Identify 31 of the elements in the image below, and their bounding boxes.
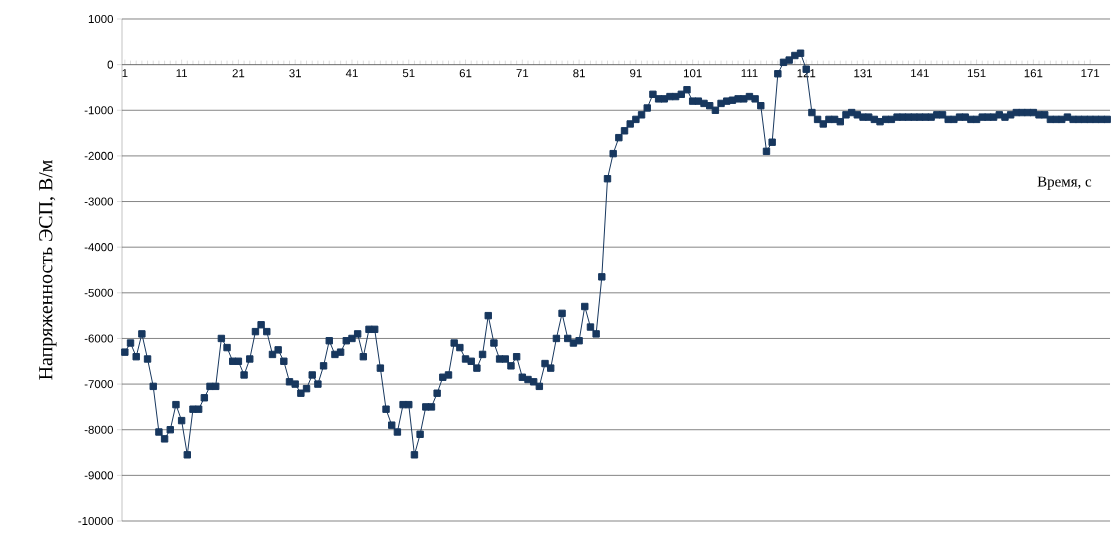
y-tick-label: 1000 [88,14,114,24]
x-tick-label: 51 [402,69,415,78]
y-tick-label: -3000 [84,197,114,206]
y-tick-label: -10000 [78,516,114,526]
x-tick-label: 171 [1081,69,1100,78]
y-axis-title: Напряженность ЭСП, В/м [39,160,57,380]
x-tick-label: 151 [967,69,986,78]
x-tick-label: 61 [459,69,472,78]
x-tick-label: 131 [854,69,873,78]
x-tick-label: 41 [345,69,358,78]
x-tick-label: 111 [741,69,758,78]
x-tick-label: 81 [573,69,585,78]
x-tick-label: 21 [232,69,245,78]
y-tick-label: -7000 [84,380,114,389]
x-tick-label: 71 [516,69,529,78]
x-axis-title: Время, с [1037,176,1092,190]
x-tick-label: 91 [630,69,642,78]
y-tick-label: -1000 [84,106,114,115]
y-tick-label: 0 [107,60,114,69]
x-tick-label: 11 [176,69,188,78]
x-tick-label: 141 [911,69,929,78]
y-tick-label: -2000 [84,151,114,160]
y-tick-label: -5000 [84,288,114,297]
x-tick-label: 161 [1024,69,1043,78]
y-tick-label: -8000 [84,425,114,434]
y-tick-label: -4000 [84,243,114,252]
x-tick-label: 101 [683,69,702,78]
x-tick-label: 1 [122,69,128,78]
x-tick-label: 31 [289,69,301,78]
y-tick-label: -6000 [84,334,114,343]
y-tick-label: -9000 [84,471,114,480]
